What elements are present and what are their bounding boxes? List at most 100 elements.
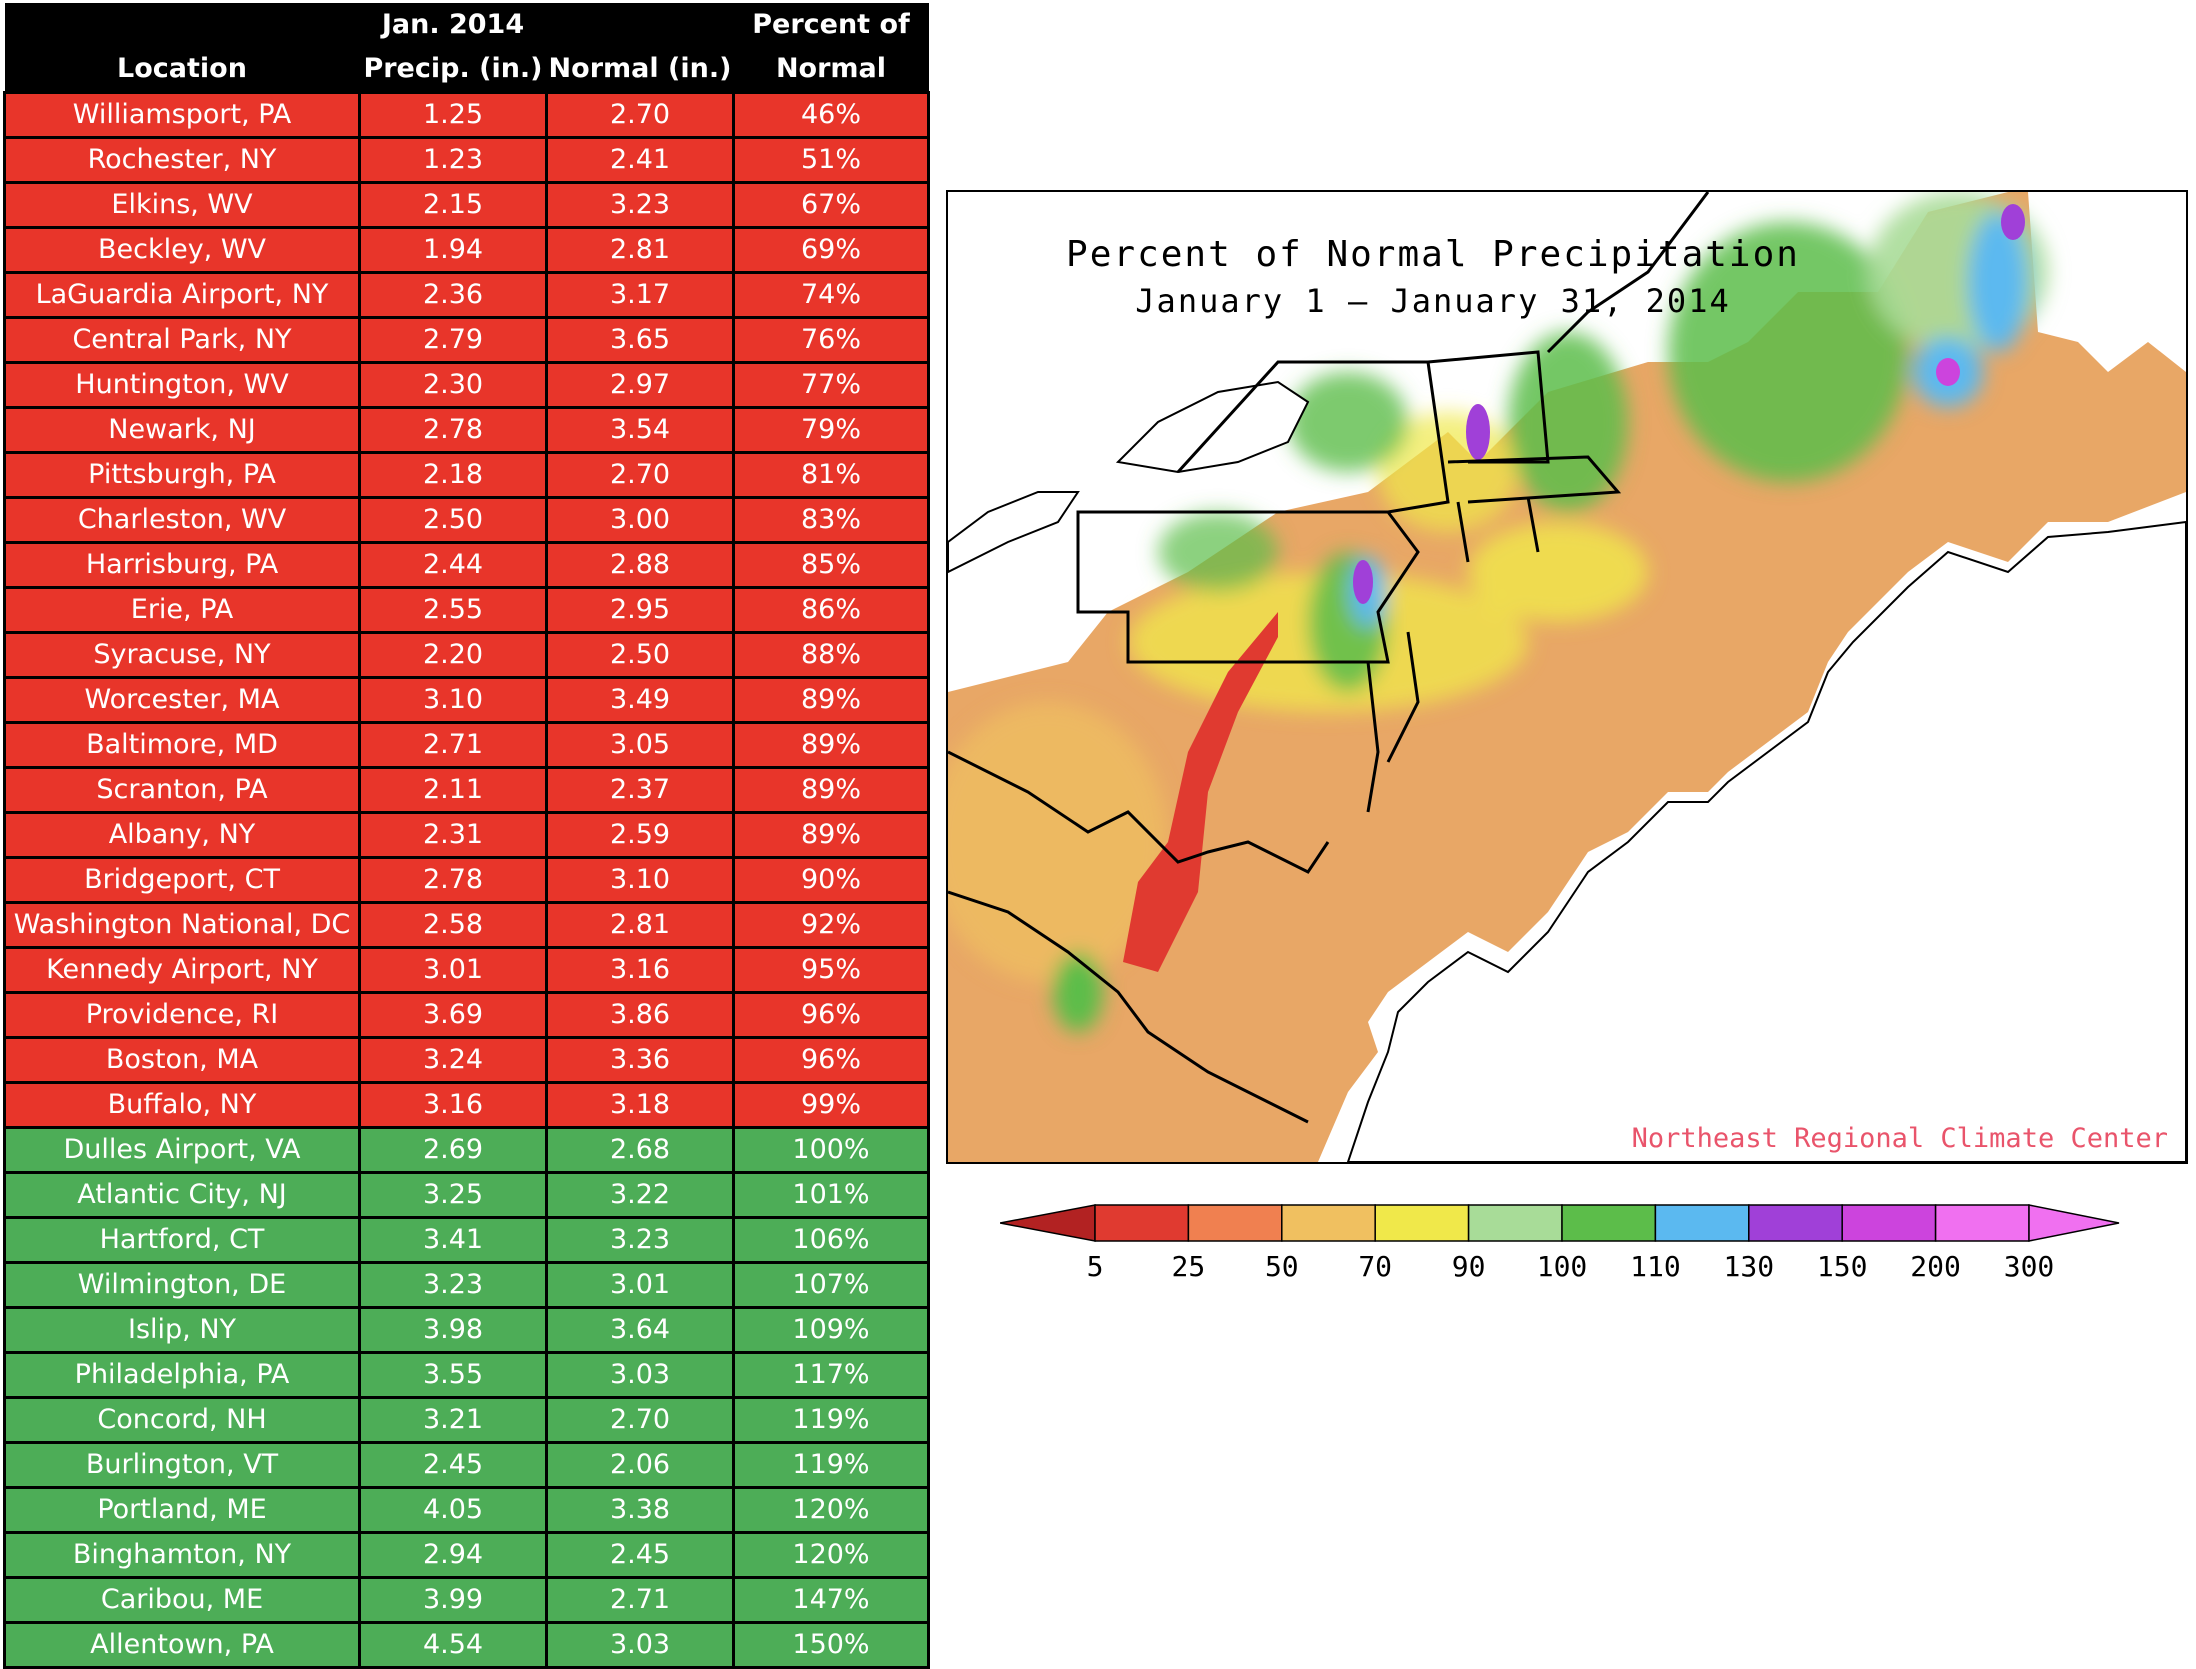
cell-normal: 2.81: [545, 226, 735, 274]
cell-percent: 117%: [732, 1351, 930, 1399]
cell-precip: 2.94: [358, 1531, 548, 1579]
cell-normal: 2.50: [545, 631, 735, 679]
cell-normal: 2.70: [545, 91, 735, 139]
map-graphic: [948, 192, 2186, 1162]
cell-normal: 3.03: [545, 1621, 735, 1669]
cell-normal: 3.36: [545, 1036, 735, 1084]
pa-border: [1076, 510, 1420, 664]
cell-normal: 3.38: [545, 1486, 735, 1534]
header-percent: Normal: [733, 47, 929, 93]
header-normal-line1: [546, 3, 734, 47]
cell-location: Caribou, ME: [3, 1576, 361, 1624]
table-row: Pittsburgh, PA 2.18 2.70 81%: [3, 451, 930, 499]
cell-location: Scranton, PA: [3, 766, 361, 814]
legend-label: 100: [1536, 1250, 1588, 1283]
table-body: Williamsport, PA 1.25 2.70 46% Rochester, NY…: [3, 91, 930, 1669]
cell-precip: 1.94: [358, 226, 548, 274]
cell-percent: 150%: [732, 1621, 930, 1669]
cell-percent: 147%: [732, 1576, 930, 1624]
zone-green-nh: [1508, 332, 1628, 512]
cell-precip: 2.58: [358, 901, 548, 949]
cell-percent: 120%: [732, 1531, 930, 1579]
cell-normal: 2.70: [545, 451, 735, 499]
cell-percent: 88%: [732, 631, 930, 679]
legend-label: 200: [1910, 1250, 1961, 1283]
cell-normal: 3.16: [545, 946, 735, 994]
cell-percent: 85%: [732, 541, 930, 589]
legend-label: 90: [1451, 1250, 1486, 1283]
table-row: Williamsport, PA 1.25 2.70 46%: [3, 91, 930, 139]
legend-swatch: [1187, 1204, 1283, 1242]
cell-precip: 2.78: [358, 406, 548, 454]
table-row: Worcester, MA 3.10 3.49 89%: [3, 676, 930, 724]
zone-tan-west: [948, 702, 1168, 982]
zone-purple-maine-north: [2001, 204, 2025, 240]
cell-location: LaGuardia Airport, NY: [3, 271, 361, 319]
cell-normal: 3.23: [545, 181, 735, 229]
cell-percent: 46%: [732, 91, 930, 139]
cell-percent: 86%: [732, 586, 930, 634]
table-row: Atlantic City, NJ 3.25 3.22 101%: [3, 1171, 930, 1219]
cell-percent: 99%: [732, 1081, 930, 1129]
cell-precip: 1.25: [358, 91, 548, 139]
legend-label: 300: [2003, 1250, 2055, 1283]
map-credit: Northeast Regional Climate Center: [1631, 1123, 2168, 1154]
cell-percent: 107%: [732, 1261, 930, 1309]
precipitation-map: Percent of Normal Precipitation January …: [946, 190, 2188, 1164]
cell-location: Providence, RI: [3, 991, 361, 1039]
cell-percent: 76%: [732, 316, 930, 364]
map-title: Percent of Normal Precipitation: [1066, 234, 1800, 275]
table-row: Philadelphia, PA 3.55 3.03 117%: [3, 1351, 930, 1399]
cell-location: Syracuse, NY: [3, 631, 361, 679]
table-row: Syracuse, NY 2.20 2.50 88%: [3, 631, 930, 679]
state-borders: [948, 192, 1710, 1124]
table-row: Scranton, PA 2.11 2.37 89%: [3, 766, 930, 814]
cell-percent: 79%: [732, 406, 930, 454]
cell-normal: 2.97: [545, 361, 735, 409]
cell-percent: 120%: [732, 1486, 930, 1534]
table-row: Providence, RI 3.69 3.86 96%: [3, 991, 930, 1039]
legend-arrow-low: [999, 1204, 1096, 1242]
cell-precip: 2.20: [358, 631, 548, 679]
cell-location: Williamsport, PA: [3, 91, 361, 139]
table-row: Allentown, PA 4.54 3.03 150%: [3, 1621, 930, 1669]
cell-location: Bridgeport, CT: [3, 856, 361, 904]
table-row: Newark, NJ 2.78 3.54 79%: [3, 406, 930, 454]
cell-normal: 2.71: [545, 1576, 735, 1624]
cell-location: Hartford, CT: [3, 1216, 361, 1264]
table-row: Beckley, WV 1.94 2.81 69%: [3, 226, 930, 274]
cell-precip: 2.69: [358, 1126, 548, 1174]
cell-normal: 2.06: [545, 1441, 735, 1489]
cell-normal: 3.54: [545, 406, 735, 454]
cell-normal: 3.00: [545, 496, 735, 544]
table-row: LaGuardia Airport, NY 2.36 3.17 74%: [3, 271, 930, 319]
table-row: Islip, NY 3.98 3.64 109%: [3, 1306, 930, 1354]
cell-location: Binghamton, NY: [3, 1531, 361, 1579]
header-location-line1: [4, 3, 360, 47]
table-row: Elkins, WV 2.15 3.23 67%: [3, 181, 930, 229]
cell-location: Portland, ME: [3, 1486, 361, 1534]
cell-precip: 3.21: [358, 1396, 548, 1444]
cell-location: Rochester, NY: [3, 136, 361, 184]
cell-normal: 3.86: [545, 991, 735, 1039]
cell-normal: 3.17: [545, 271, 735, 319]
cell-percent: 96%: [732, 1036, 930, 1084]
legend-swatch: [1748, 1204, 1843, 1242]
legend-swatch: [1934, 1204, 2030, 1242]
precipitation-table: Jan. 2014 Percent of Location Precip. (i…: [3, 3, 930, 1669]
cell-percent: 89%: [732, 676, 930, 724]
table-row: Kennedy Airport, NY 3.01 3.16 95%: [3, 946, 930, 994]
table-row: Bridgeport, CT 2.78 3.10 90%: [3, 856, 930, 904]
cell-location: Allentown, PA: [3, 1621, 361, 1669]
table-row: Buffalo, NY 3.16 3.18 99%: [3, 1081, 930, 1129]
cell-precip: 2.45: [358, 1441, 548, 1489]
cell-precip: 3.99: [358, 1576, 548, 1624]
zone-blue-maine-north: [1968, 212, 2028, 352]
cell-precip: 3.69: [358, 991, 548, 1039]
cell-location: Philadelphia, PA: [3, 1351, 361, 1399]
cell-location: Pittsburgh, PA: [3, 451, 361, 499]
cell-percent: 51%: [732, 136, 930, 184]
legend-arrow-high: [2028, 1204, 2120, 1242]
table-row: Burlington, VT 2.45 2.06 119%: [3, 1441, 930, 1489]
zone-purple-vt: [1466, 404, 1490, 460]
